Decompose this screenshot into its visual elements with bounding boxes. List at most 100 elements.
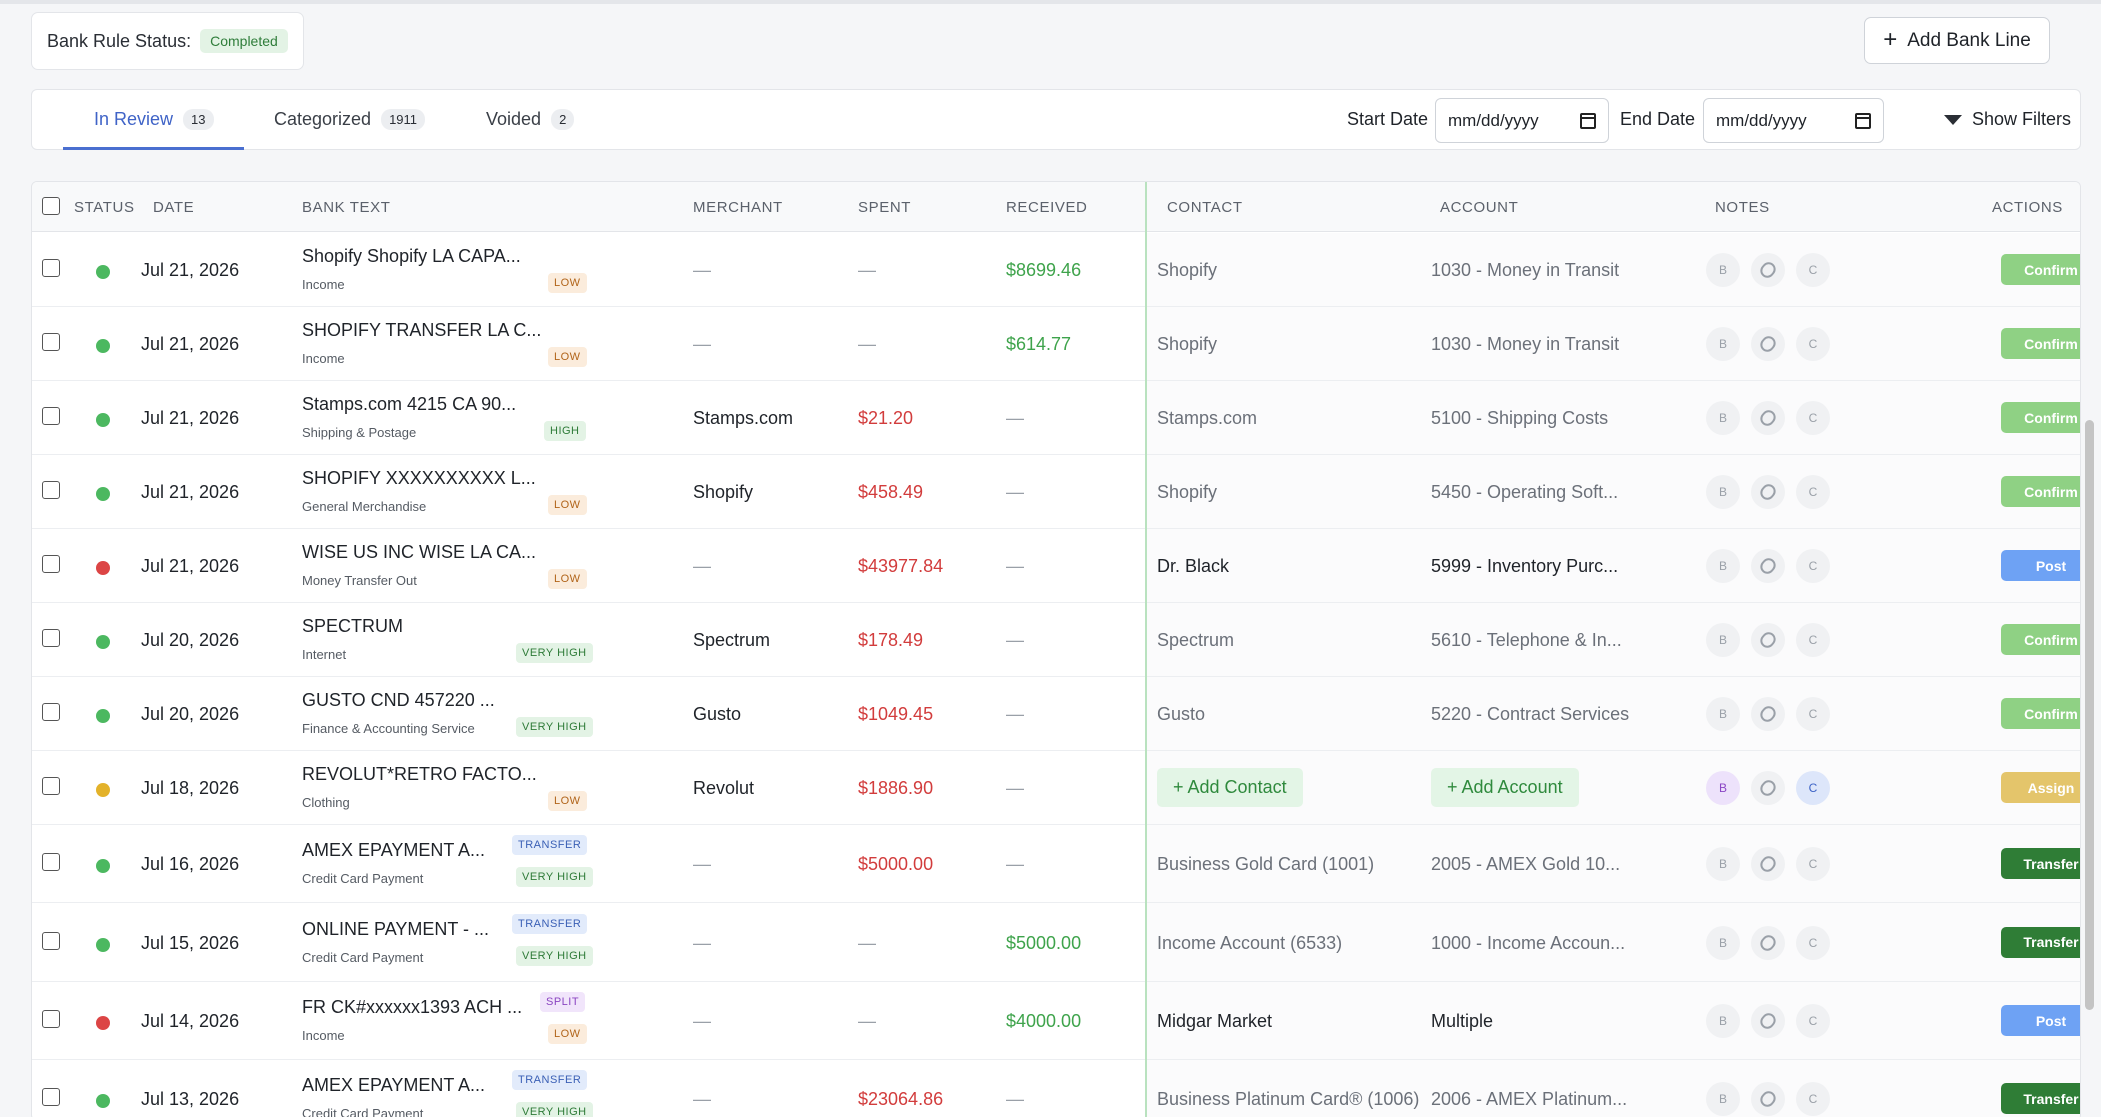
account[interactable]: 5220 - Contract Services	[1431, 704, 1630, 724]
show-filters-button[interactable]: Show Filters	[1944, 109, 2071, 130]
table-row[interactable]: Jul 21, 2026 Shopify Shopify LA CAPA... In…	[32, 233, 2080, 307]
note-c-button[interactable]: C	[1796, 847, 1830, 881]
tab-categorized[interactable]: Categorized 1911	[243, 90, 426, 149]
note-c-button[interactable]: C	[1796, 401, 1830, 435]
note-c-button[interactable]: C	[1796, 1082, 1830, 1116]
row-checkbox[interactable]	[42, 407, 60, 425]
row-checkbox[interactable]	[42, 629, 60, 647]
row-checkbox[interactable]	[42, 777, 60, 795]
row-checkbox[interactable]	[42, 1010, 60, 1028]
row-action-button[interactable]: Confirm	[2001, 624, 2080, 655]
attachment-button[interactable]	[1751, 623, 1785, 657]
table-row[interactable]: Jul 20, 2026 GUSTO CND 457220 ... Finance …	[32, 677, 2080, 751]
note-b-button[interactable]: B	[1706, 1004, 1740, 1038]
attachment-button[interactable]	[1751, 401, 1785, 435]
account[interactable]: 5999 - Inventory Purc...	[1431, 556, 1619, 576]
contact[interactable]: Midgar Market	[1157, 1011, 1273, 1031]
row-action-button[interactable]: Post	[2001, 550, 2080, 581]
account[interactable]: 5100 - Shipping Costs	[1431, 408, 1609, 428]
add-contact-button[interactable]: + Add Contact	[1157, 768, 1303, 807]
row-checkbox[interactable]	[42, 333, 60, 351]
note-b-button[interactable]: B	[1706, 925, 1740, 960]
calendar-icon[interactable]	[1855, 112, 1871, 129]
row-action-button[interactable]: Post	[2001, 1005, 2080, 1036]
contact[interactable]: Shopify	[1157, 482, 1218, 502]
table-row[interactable]: Jul 21, 2026 WISE US INC WISE LA CA... Mon…	[32, 529, 2080, 603]
note-b-button[interactable]: B	[1706, 623, 1740, 657]
note-c-button[interactable]: C	[1796, 253, 1830, 287]
note-b-button[interactable]: B	[1706, 549, 1740, 583]
contact[interactable]: Income Account (6533)	[1157, 932, 1343, 953]
note-b-button[interactable]: B	[1706, 327, 1740, 361]
table-row[interactable]: Jul 13, 2026 AMEX EPAYMENT A... Credit Car…	[32, 1060, 2080, 1117]
row-checkbox[interactable]	[42, 703, 60, 721]
attachment-button[interactable]	[1751, 925, 1785, 960]
note-c-button[interactable]: C	[1796, 1004, 1830, 1038]
row-action-button[interactable]: Confirm	[2001, 254, 2080, 285]
account[interactable]: 1030 - Money in Transit	[1431, 334, 1620, 354]
row-action-button[interactable]: Confirm	[2001, 476, 2080, 507]
note-b-button[interactable]: B	[1706, 401, 1740, 435]
attachment-button[interactable]	[1751, 1004, 1785, 1038]
row-checkbox[interactable]	[42, 1088, 60, 1106]
attachment-button[interactable]	[1751, 253, 1785, 287]
row-checkbox[interactable]	[42, 555, 60, 573]
note-b-button[interactable]: B	[1706, 253, 1740, 287]
table-row[interactable]: Jul 21, 2026 Stamps.com 4215 CA 90... Ship…	[32, 381, 2080, 455]
row-action-button[interactable]: Confirm	[2001, 402, 2080, 433]
attachment-button[interactable]	[1751, 549, 1785, 583]
contact[interactable]: Dr. Black	[1157, 556, 1230, 576]
contact[interactable]: Stamps.com	[1157, 408, 1258, 428]
account[interactable]: 5610 - Telephone & In...	[1431, 630, 1622, 650]
tab-in-review[interactable]: In Review 13	[63, 90, 244, 150]
note-c-button[interactable]: C	[1796, 771, 1830, 805]
end-date-input[interactable]: mm/dd/yyyy	[1703, 98, 1884, 143]
tab-voided[interactable]: Voided 2	[455, 90, 575, 149]
attachment-button[interactable]	[1751, 1082, 1785, 1116]
table-row[interactable]: Jul 14, 2026 FR CK#xxxxxx1393 ACH ... Inco…	[32, 982, 2080, 1060]
add-account-button[interactable]: + Add Account	[1431, 768, 1579, 807]
calendar-icon[interactable]	[1580, 112, 1596, 129]
contact[interactable]: Shopify	[1157, 260, 1218, 280]
account[interactable]: 2005 - AMEX Gold 10...	[1431, 854, 1621, 874]
row-action-button[interactable]: Assign	[2001, 772, 2080, 803]
contact[interactable]: Gusto	[1157, 704, 1206, 724]
contact[interactable]: Business Gold Card (1001)	[1157, 854, 1375, 874]
row-action-button[interactable]: Confirm	[2001, 698, 2080, 729]
account[interactable]: 1030 - Money in Transit	[1431, 260, 1620, 280]
account[interactable]: 5450 - Operating Soft...	[1431, 482, 1619, 502]
contact[interactable]: Business Platinum Card® (1006)	[1157, 1089, 1420, 1109]
note-c-button[interactable]: C	[1796, 623, 1830, 657]
row-checkbox[interactable]	[42, 931, 60, 950]
account[interactable]: Multiple	[1431, 1011, 1494, 1031]
table-row[interactable]: Jul 15, 2026 ONLINE PAYMENT - ... Credit C…	[32, 903, 2080, 982]
attachment-button[interactable]	[1751, 475, 1785, 509]
account[interactable]: 1000 - Income Accoun...	[1431, 932, 1626, 953]
table-row[interactable]: Jul 16, 2026 AMEX EPAYMENT A... Credit Car…	[32, 825, 2080, 903]
note-c-button[interactable]: C	[1796, 697, 1830, 731]
note-b-button[interactable]: B	[1706, 1082, 1740, 1116]
note-c-button[interactable]: C	[1796, 549, 1830, 583]
row-checkbox[interactable]	[42, 481, 60, 499]
note-b-button[interactable]: B	[1706, 697, 1740, 731]
note-b-button[interactable]: B	[1706, 847, 1740, 881]
attachment-button[interactable]	[1751, 327, 1785, 361]
add-bank-line-button[interactable]: + Add Bank Line	[1864, 17, 2050, 64]
row-action-button[interactable]: Transfer	[2001, 1083, 2080, 1114]
scrollbar-thumb[interactable]	[2085, 420, 2094, 1010]
contact[interactable]: Spectrum	[1157, 630, 1235, 650]
select-all-checkbox[interactable]	[42, 197, 60, 215]
start-date-input[interactable]: mm/dd/yyyy	[1435, 98, 1609, 143]
attachment-button[interactable]	[1751, 771, 1785, 805]
table-row[interactable]: Jul 21, 2026 SHOPIFY TRANSFER LA C... Inco…	[32, 307, 2080, 381]
row-action-button[interactable]: Transfer	[2001, 848, 2080, 879]
account[interactable]: 2006 - AMEX Platinum...	[1431, 1089, 1628, 1109]
note-b-button[interactable]: B	[1706, 771, 1740, 805]
table-row[interactable]: Jul 18, 2026 REVOLUT*RETRO FACTO... Clothi…	[32, 751, 2080, 825]
row-checkbox[interactable]	[42, 259, 60, 277]
attachment-button[interactable]	[1751, 847, 1785, 881]
table-row[interactable]: Jul 21, 2026 SHOPIFY XXXXXXXXXX L... Gener…	[32, 455, 2080, 529]
row-checkbox[interactable]	[42, 853, 60, 871]
note-b-button[interactable]: B	[1706, 475, 1740, 509]
table-row[interactable]: Jul 20, 2026 SPECTRUM Internet VERY HIGH Spe…	[32, 603, 2080, 677]
